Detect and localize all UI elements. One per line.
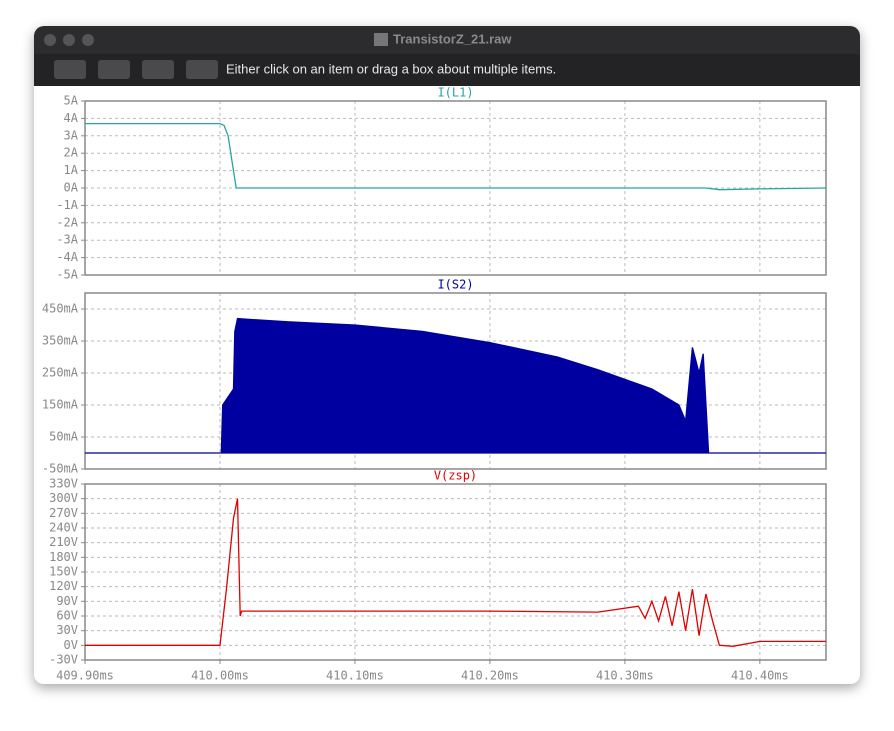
- x-tick-label: 410.10ms: [326, 669, 384, 683]
- y-tick-label: 0V: [64, 638, 78, 652]
- title-bar: [34, 26, 860, 54]
- plot-frame: [84, 292, 827, 470]
- y-tick-label: 350mA: [42, 334, 79, 348]
- y-tick-label: 30V: [56, 623, 78, 637]
- y-tick-label: 450mA: [42, 302, 79, 316]
- series-label: I(L1): [437, 86, 473, 100]
- plots: -5A -4A -3A -2A -1A 0A 1A 2A 3A 4A 5A I(L1) -50mA 50m…: [42, 86, 827, 683]
- y-tick-label: -30V: [49, 653, 78, 667]
- x-tick-label: 410.20ms: [461, 669, 519, 683]
- y-tick-label: 0A: [64, 181, 79, 195]
- y-tick-label: 150mA: [42, 398, 79, 412]
- window-title: TransistorZ_21.raw: [393, 31, 512, 46]
- autorange-tool[interactable]: [98, 60, 130, 79]
- close-button[interactable]: [44, 34, 56, 46]
- toolbar-buttons: [54, 60, 218, 79]
- line: [85, 498, 826, 647]
- y-tick-label: 240V: [49, 521, 78, 535]
- pan-tool[interactable]: [142, 60, 174, 79]
- x-tick-label: 410.00ms: [191, 669, 249, 683]
- y-tick-label: 180V: [49, 550, 78, 564]
- line: [85, 122, 827, 191]
- zoom-button[interactable]: [82, 34, 94, 46]
- minimize-button[interactable]: [63, 34, 75, 46]
- y-tick-label: -2A: [56, 215, 78, 229]
- pick-tool[interactable]: [186, 60, 218, 79]
- y-tick-label: 3A: [64, 128, 79, 142]
- y-tick-label: 270V: [49, 506, 78, 520]
- y-tick-label: 120V: [49, 579, 78, 593]
- y-tick-label: -4A: [56, 250, 78, 264]
- y-tick-label: 50mA: [49, 430, 79, 444]
- y-tick-label: -50mA: [42, 462, 79, 476]
- area: [85, 317, 826, 454]
- y-tick-label: -1A: [56, 198, 78, 212]
- y-tick-label: 150V: [49, 565, 78, 579]
- y-tick-label: 5A: [64, 94, 79, 108]
- y-tick-label: 1A: [64, 163, 79, 177]
- y-tick-label: 210V: [49, 535, 78, 549]
- series-label: V(zsp): [434, 469, 477, 483]
- y-tick-label: 330V: [49, 477, 78, 491]
- x-tick-label: 409.90ms: [56, 669, 114, 683]
- y-tick-label: 90V: [56, 594, 78, 608]
- y-tick-label: 300V: [49, 491, 78, 505]
- zoom-tool[interactable]: [54, 60, 86, 79]
- y-tick-label: 60V: [56, 609, 78, 623]
- y-tick-label: 250mA: [42, 366, 79, 380]
- y-tick-label: -5A: [56, 268, 78, 282]
- toolbar-hint: Either click on an item or drag a box ab…: [226, 61, 556, 76]
- y-tick-label: 2A: [64, 146, 79, 160]
- x-tick-label: 410.30ms: [596, 669, 654, 683]
- x-tick-label: 410.40ms: [731, 669, 789, 683]
- series-label: I(S2): [437, 278, 473, 292]
- plot-frame: [84, 483, 827, 661]
- file-icon: [374, 33, 388, 46]
- y-tick-label: -3A: [56, 233, 78, 247]
- y-tick-label: 4A: [64, 111, 79, 125]
